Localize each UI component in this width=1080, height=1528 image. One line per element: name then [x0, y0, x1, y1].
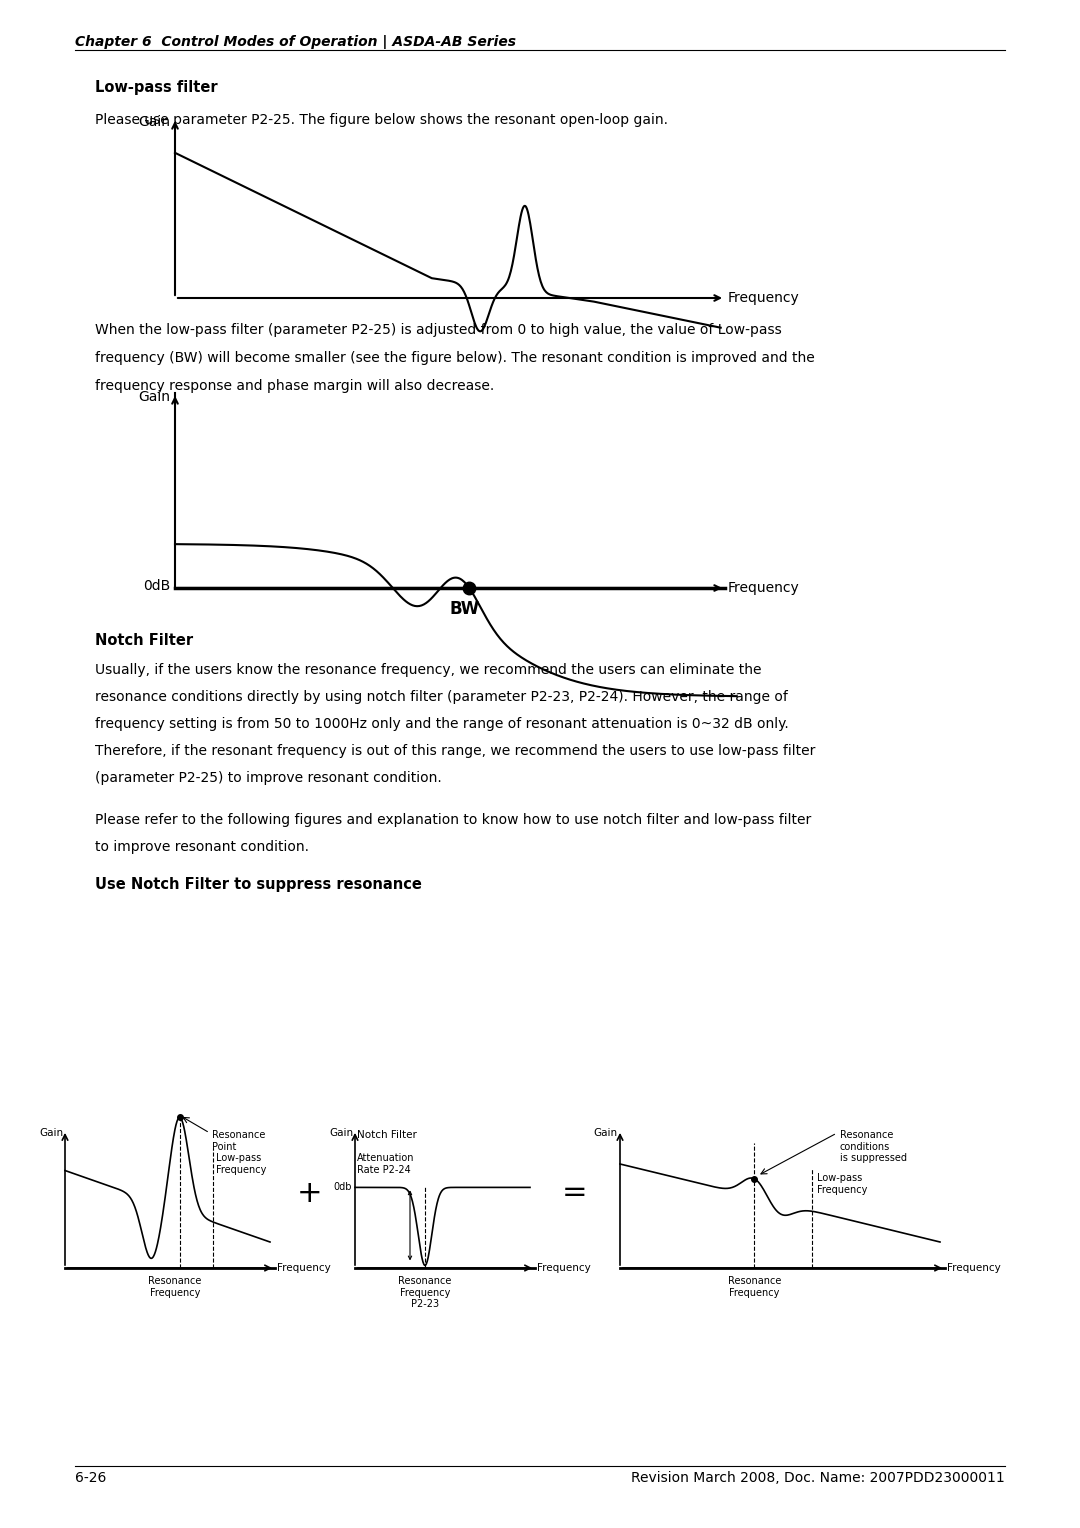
Text: Frequency: Frequency: [947, 1264, 1001, 1273]
Text: Chapter 6  Control Modes of Operation | ASDA-AB Series: Chapter 6 Control Modes of Operation | A…: [75, 35, 516, 49]
Text: Use Notch Filter to suppress resonance: Use Notch Filter to suppress resonance: [95, 877, 422, 892]
Text: 6-26: 6-26: [75, 1471, 106, 1485]
Text: 0dB: 0dB: [143, 579, 170, 593]
Text: frequency (BW) will become smaller (see the figure below). The resonant conditio: frequency (BW) will become smaller (see …: [95, 351, 814, 365]
Text: Resonance
Frequency
P2-23: Resonance Frequency P2-23: [399, 1276, 451, 1309]
Text: When the low-pass filter (parameter P2-25) is adjusted from 0 to high value, the: When the low-pass filter (parameter P2-2…: [95, 322, 782, 338]
Text: to improve resonant condition.: to improve resonant condition.: [95, 840, 309, 854]
Text: Gain: Gain: [138, 115, 170, 128]
Text: Resonance
Point: Resonance Point: [212, 1131, 266, 1152]
Text: Low-pass filter: Low-pass filter: [95, 79, 218, 95]
Text: +: +: [297, 1178, 323, 1207]
Text: frequency setting is from 50 to 1000Hz only and the range of resonant attenuatio: frequency setting is from 50 to 1000Hz o…: [95, 717, 788, 730]
Text: BW: BW: [449, 601, 480, 617]
Text: Gain: Gain: [138, 390, 170, 403]
Text: Resonance
Frequency: Resonance Frequency: [148, 1276, 202, 1297]
Text: Revision March 2008, Doc. Name: 2007PDD23000011: Revision March 2008, Doc. Name: 2007PDD2…: [631, 1471, 1005, 1485]
Text: Please refer to the following figures and explanation to know how to use notch f: Please refer to the following figures an…: [95, 813, 811, 827]
Text: Please use parameter P2-25. The figure below shows the resonant open-loop gain.: Please use parameter P2-25. The figure b…: [95, 113, 669, 127]
Text: =: =: [563, 1178, 588, 1207]
Text: Frequency: Frequency: [728, 581, 800, 594]
Text: Notch Filter: Notch Filter: [357, 1131, 417, 1140]
Text: Usually, if the users know the resonance frequency, we recommend the users can e: Usually, if the users know the resonance…: [95, 663, 761, 677]
Text: Frequency: Frequency: [537, 1264, 591, 1273]
Text: resonance conditions directly by using notch filter (parameter P2-23, P2-24). Ho: resonance conditions directly by using n…: [95, 691, 788, 704]
Text: 0db: 0db: [334, 1183, 352, 1192]
Text: Gain: Gain: [329, 1128, 353, 1138]
Text: Resonance
conditions
is suppressed: Resonance conditions is suppressed: [840, 1131, 907, 1163]
Text: Gain: Gain: [39, 1128, 63, 1138]
Text: Notch Filter: Notch Filter: [95, 633, 193, 648]
Text: Low-pass
Frequency: Low-pass Frequency: [216, 1154, 266, 1175]
Text: frequency response and phase margin will also decrease.: frequency response and phase margin will…: [95, 379, 495, 393]
Text: Resonance
Frequency: Resonance Frequency: [728, 1276, 781, 1297]
Text: Frequency: Frequency: [276, 1264, 330, 1273]
Text: Attenuation
Rate P2-24: Attenuation Rate P2-24: [357, 1154, 415, 1175]
Text: Frequency: Frequency: [728, 290, 800, 306]
Text: Therefore, if the resonant frequency is out of this range, we recommend the user: Therefore, if the resonant frequency is …: [95, 744, 815, 758]
Text: (parameter P2-25) to improve resonant condition.: (parameter P2-25) to improve resonant co…: [95, 772, 442, 785]
Text: Gain: Gain: [594, 1128, 618, 1138]
Text: Low-pass
Frequency: Low-pass Frequency: [816, 1174, 867, 1195]
